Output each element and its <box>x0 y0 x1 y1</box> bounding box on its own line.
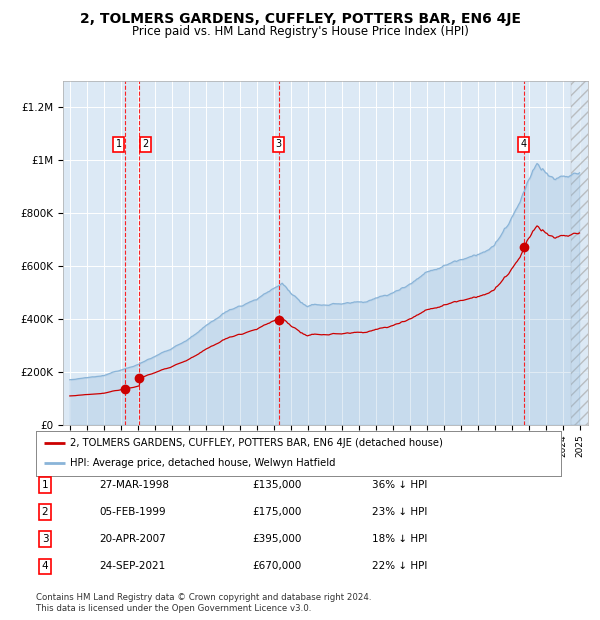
Text: Contains HM Land Registry data © Crown copyright and database right 2024.
This d: Contains HM Land Registry data © Crown c… <box>36 593 371 613</box>
Text: 2, TOLMERS GARDENS, CUFFLEY, POTTERS BAR, EN6 4JE (detached house): 2, TOLMERS GARDENS, CUFFLEY, POTTERS BAR… <box>70 438 443 448</box>
Text: £395,000: £395,000 <box>252 534 301 544</box>
Text: 1: 1 <box>116 139 122 149</box>
Text: 4: 4 <box>521 139 527 149</box>
Text: 3: 3 <box>41 534 49 544</box>
Text: £175,000: £175,000 <box>252 507 301 517</box>
Text: 4: 4 <box>41 562 49 572</box>
Text: 05-FEB-1999: 05-FEB-1999 <box>99 507 166 517</box>
Text: 23% ↓ HPI: 23% ↓ HPI <box>372 507 427 517</box>
Text: 2, TOLMERS GARDENS, CUFFLEY, POTTERS BAR, EN6 4JE: 2, TOLMERS GARDENS, CUFFLEY, POTTERS BAR… <box>79 12 521 27</box>
Text: £135,000: £135,000 <box>252 480 301 490</box>
Text: Price paid vs. HM Land Registry's House Price Index (HPI): Price paid vs. HM Land Registry's House … <box>131 25 469 38</box>
Text: 1: 1 <box>41 480 49 490</box>
Text: 18% ↓ HPI: 18% ↓ HPI <box>372 534 427 544</box>
Text: £670,000: £670,000 <box>252 562 301 572</box>
Text: 2: 2 <box>142 139 148 149</box>
Text: 2: 2 <box>41 507 49 517</box>
Text: 24-SEP-2021: 24-SEP-2021 <box>99 562 165 572</box>
Text: 27-MAR-1998: 27-MAR-1998 <box>99 480 169 490</box>
Bar <box>571 81 596 425</box>
Text: HPI: Average price, detached house, Welwyn Hatfield: HPI: Average price, detached house, Welw… <box>70 458 335 469</box>
Text: 22% ↓ HPI: 22% ↓ HPI <box>372 562 427 572</box>
Text: 20-APR-2007: 20-APR-2007 <box>99 534 166 544</box>
Text: 3: 3 <box>276 139 282 149</box>
Text: 36% ↓ HPI: 36% ↓ HPI <box>372 480 427 490</box>
